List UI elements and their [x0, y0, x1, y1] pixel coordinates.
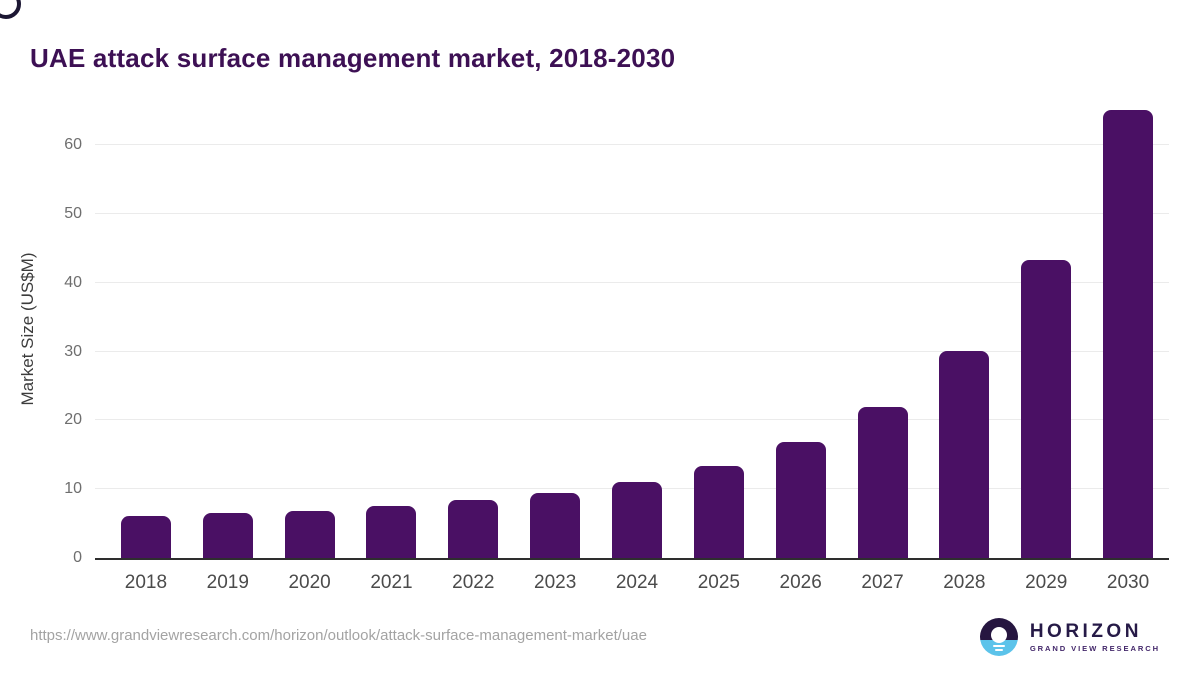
logo-sea	[979, 640, 1018, 656]
gridline	[95, 419, 1169, 421]
y-tick-label: 50	[64, 205, 82, 223]
horizon-logo-icon	[979, 618, 1018, 656]
chart: Market Size (US$M) 0 10 20 30 40 50 60 2018 201…	[18, 100, 1169, 593]
bar-2018	[120, 516, 171, 558]
gridline	[95, 350, 1169, 352]
x-tick-label: 2027	[861, 572, 904, 593]
x-tick-label: 2018	[124, 572, 168, 593]
logo-name: HORIZON	[1029, 620, 1142, 642]
x-tick-label: 2021	[370, 572, 413, 593]
x-tick-label: 2026	[779, 572, 822, 593]
bar-2023	[530, 493, 581, 558]
x-tick-label: 2020	[288, 572, 331, 593]
bar-2029	[1021, 259, 1072, 558]
sun-icon	[990, 627, 1007, 643]
y-tick-label: 20	[64, 411, 82, 429]
gridline	[95, 144, 1169, 146]
x-tick-label: 2024	[615, 572, 659, 593]
bar-2019	[202, 513, 253, 558]
bar-2020	[284, 510, 335, 558]
bar-2021	[366, 505, 417, 558]
bar-2026	[775, 442, 826, 558]
x-tick-label: 2030	[1106, 572, 1150, 593]
x-tick-label: 2025	[697, 572, 740, 593]
corner-mark-icon	[0, 0, 21, 19]
ripple-icon	[994, 649, 1003, 651]
bar-2025	[693, 465, 744, 558]
logo-text: HORIZON GRAND VIEW RESEARCH	[1029, 620, 1160, 653]
horizon-logo: HORIZON GRAND VIEW RESEARCH	[979, 617, 1160, 657]
ripple-icon	[992, 645, 1005, 647]
x-tick-label: 2022	[452, 572, 495, 593]
bar-2027	[857, 406, 908, 558]
bar-2030	[1103, 110, 1154, 558]
gridline	[95, 213, 1169, 215]
bar-2022	[448, 499, 499, 558]
x-tick-label: 2028	[943, 572, 986, 593]
plot-area	[95, 100, 1169, 560]
page-title: UAE attack surface management market, 20…	[30, 43, 676, 74]
x-tick-label: 2029	[1025, 572, 1068, 593]
bar-2024	[612, 482, 662, 558]
y-tick-label: 30	[64, 342, 82, 360]
x-tick-label: 2023	[534, 572, 577, 593]
bar-2028	[939, 351, 990, 558]
y-tick-label: 40	[64, 273, 82, 291]
x-tick-label: 2019	[206, 572, 249, 593]
gridline	[95, 281, 1169, 283]
y-tick-label: 0	[73, 549, 82, 566]
y-tick-label: 10	[64, 480, 82, 498]
y-tick-label: 60	[64, 136, 82, 154]
source-url: https://www.grandviewresearch.com/horizo…	[30, 627, 647, 644]
logo-subtitle: GRAND VIEW RESEARCH	[1029, 643, 1160, 653]
